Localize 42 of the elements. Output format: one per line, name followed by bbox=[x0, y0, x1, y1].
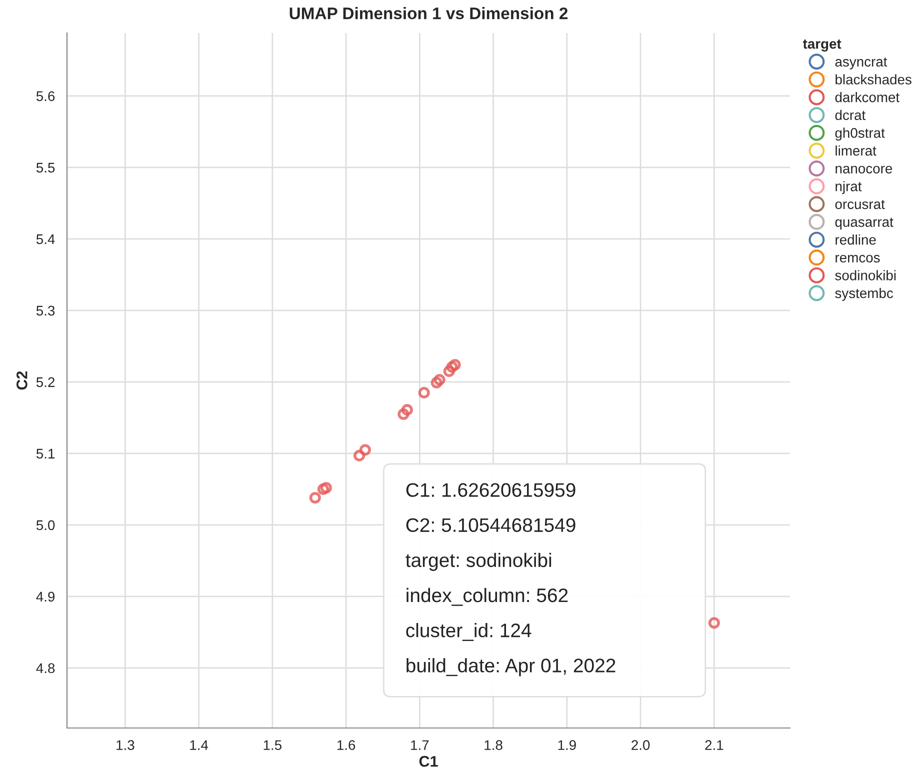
x-tick-label: 1.9 bbox=[558, 740, 576, 750]
y-tick-label: 5.0 bbox=[36, 520, 55, 530]
legend-label: dcrat bbox=[835, 110, 866, 120]
y-tick-label: 5.1 bbox=[36, 448, 55, 459]
legend-label: orcusrat bbox=[835, 200, 885, 210]
legend-label: redline bbox=[836, 234, 876, 245]
x-axis-title: C1 bbox=[419, 756, 438, 767]
y-tick-label: 4.9 bbox=[36, 592, 55, 602]
chart-title: UMAP Dimension 1 vs Dimension 2 bbox=[290, 7, 568, 20]
y-tick-label: 5.5 bbox=[36, 162, 55, 173]
y-tick-label: 4.8 bbox=[36, 663, 55, 674]
legend-title: target bbox=[802, 40, 842, 52]
legend-label: remcos bbox=[836, 254, 880, 263]
annotation: cluster_id: 124 bbox=[406, 623, 532, 641]
x-tick-label: 2.0 bbox=[632, 740, 650, 750]
x-tick-label: 1.5 bbox=[264, 740, 282, 750]
x-tick-label: 1.8 bbox=[484, 740, 502, 750]
annotation: C1: 1.62620615959 bbox=[406, 483, 576, 497]
y-tick-label: 5.2 bbox=[36, 377, 54, 388]
annotation: build_date: Apr 01, 2022 bbox=[406, 658, 616, 676]
x-tick-label: 1.4 bbox=[190, 740, 208, 750]
legend-label: njrat bbox=[836, 181, 862, 194]
legend-label: blackshades bbox=[836, 74, 912, 84]
legend-label: nanocore bbox=[836, 166, 892, 174]
annotation: target: sodinokibi bbox=[406, 552, 552, 571]
x-tick-label: 1.6 bbox=[337, 740, 356, 750]
y-tick-label: 5.4 bbox=[36, 234, 55, 244]
legend-label: systembc bbox=[835, 288, 894, 301]
annotation: index_column: 562 bbox=[406, 588, 568, 606]
x-tick-label: 1.7 bbox=[411, 740, 429, 750]
y-tick-label: 5.6 bbox=[36, 91, 55, 102]
legend-label: gh0strat bbox=[835, 128, 885, 141]
legend-label: quasarrat bbox=[835, 218, 894, 230]
legend-label: sodinokibi bbox=[835, 270, 896, 280]
y-tick-label: 5.3 bbox=[36, 306, 55, 316]
legend-label: darkcomet bbox=[835, 92, 900, 102]
annotation: C2: 5.10544681549 bbox=[406, 518, 576, 532]
x-tick-label: 2.1 bbox=[705, 740, 724, 750]
legend-label: asyncrat bbox=[835, 58, 888, 70]
x-tick-label: 1.3 bbox=[116, 740, 134, 750]
legend-label: limerat bbox=[836, 145, 876, 156]
y-axis-title: C2 bbox=[16, 371, 28, 390]
